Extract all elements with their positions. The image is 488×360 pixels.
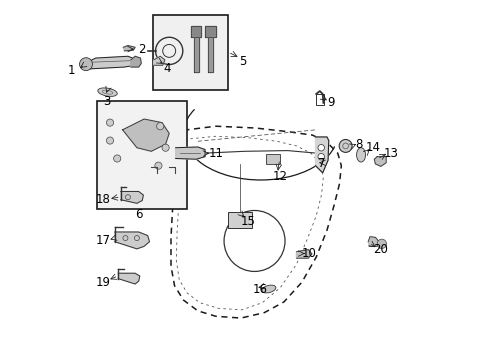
Polygon shape <box>193 37 198 72</box>
Polygon shape <box>153 56 164 65</box>
Bar <box>315 94 324 105</box>
Polygon shape <box>315 137 328 173</box>
Text: 1: 1 <box>68 64 75 77</box>
Text: 9: 9 <box>326 96 334 109</box>
Text: 2: 2 <box>138 42 146 55</box>
Polygon shape <box>190 26 201 37</box>
Polygon shape <box>296 249 311 258</box>
Polygon shape <box>118 273 140 284</box>
Polygon shape <box>121 192 143 203</box>
Text: 5: 5 <box>239 55 246 68</box>
Circle shape <box>339 139 351 152</box>
Polygon shape <box>373 157 386 166</box>
Circle shape <box>80 58 92 71</box>
Text: 14: 14 <box>366 141 380 154</box>
Bar <box>228 212 251 228</box>
Ellipse shape <box>98 88 117 96</box>
Polygon shape <box>122 119 169 151</box>
Polygon shape <box>115 232 149 249</box>
Text: 13: 13 <box>383 147 398 159</box>
Ellipse shape <box>262 285 275 293</box>
Circle shape <box>106 119 113 126</box>
Text: 7: 7 <box>317 157 325 170</box>
Text: 6: 6 <box>135 208 142 221</box>
Circle shape <box>162 144 169 151</box>
Text: 10: 10 <box>301 247 316 260</box>
Polygon shape <box>123 45 135 51</box>
Text: 20: 20 <box>372 243 387 256</box>
Circle shape <box>155 162 162 169</box>
Text: 3: 3 <box>102 95 110 108</box>
Text: 4: 4 <box>163 62 171 75</box>
Text: 15: 15 <box>240 215 255 228</box>
Bar <box>153 15 228 90</box>
Circle shape <box>106 137 113 144</box>
Bar <box>97 101 187 209</box>
Ellipse shape <box>356 148 365 162</box>
Polygon shape <box>81 56 137 69</box>
Circle shape <box>376 239 386 248</box>
Text: 18: 18 <box>95 193 110 206</box>
Circle shape <box>317 144 324 151</box>
Text: 8: 8 <box>355 138 362 150</box>
Circle shape <box>113 155 121 162</box>
Text: 19: 19 <box>95 276 110 289</box>
Polygon shape <box>175 147 204 159</box>
Bar <box>265 154 279 164</box>
Text: 16: 16 <box>253 283 267 296</box>
Polygon shape <box>207 37 212 72</box>
Circle shape <box>156 123 163 130</box>
Polygon shape <box>204 26 215 37</box>
Circle shape <box>317 153 324 160</box>
Text: 12: 12 <box>272 170 287 183</box>
Text: 11: 11 <box>208 147 223 159</box>
Text: 17: 17 <box>95 234 110 247</box>
Polygon shape <box>367 237 378 246</box>
Polygon shape <box>131 56 141 67</box>
